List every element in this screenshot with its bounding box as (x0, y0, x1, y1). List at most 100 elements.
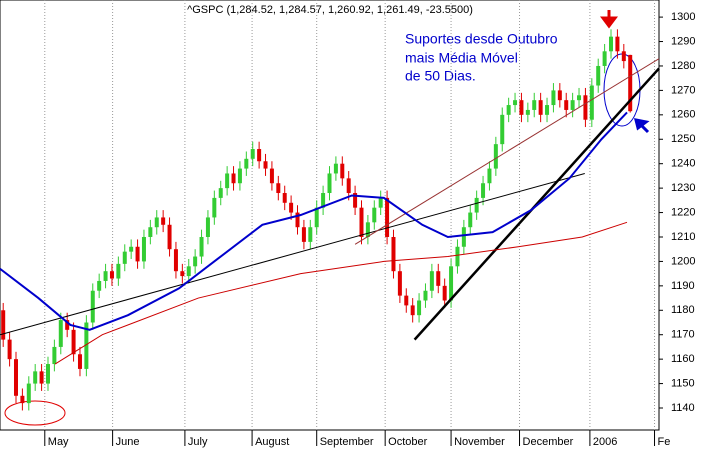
highlight-ellipse (4, 400, 66, 426)
candle-body (180, 271, 185, 277)
candle-body (33, 371, 38, 384)
candle-body (385, 197, 390, 237)
candle-body (103, 271, 108, 281)
candle-body (346, 178, 351, 194)
candle-body (519, 100, 524, 115)
candle-body (391, 236, 396, 272)
x-tick-label: August (255, 436, 289, 448)
y-tick-label: 1270 (671, 84, 695, 96)
candle-body (621, 51, 626, 62)
candle-body (525, 109, 530, 115)
plot-frame (0, 0, 660, 431)
candle-body (116, 263, 121, 279)
candle-body (321, 193, 326, 208)
candle-body (26, 383, 31, 404)
candle-body (506, 105, 511, 115)
candle-body (429, 271, 434, 291)
y-tick-label: 1230 (671, 182, 695, 194)
candle-body (161, 217, 166, 225)
candle-body (237, 168, 242, 184)
candle-body (129, 246, 134, 252)
candle-body (378, 197, 383, 208)
candle-body (148, 227, 153, 237)
candle-body (52, 346, 57, 365)
candle-body (532, 100, 537, 110)
candle-body (308, 227, 313, 242)
candle-body (263, 161, 268, 169)
y-tick-label: 1210 (671, 231, 695, 243)
candle-body (628, 54, 633, 112)
candle-body (557, 90, 562, 101)
candle-body (340, 163, 345, 179)
candle-body (468, 212, 473, 228)
candle-body (493, 144, 498, 169)
candle-body (487, 168, 492, 184)
candle-body (45, 364, 50, 384)
y-tick-label: 1290 (671, 35, 695, 47)
candle-body (225, 173, 230, 189)
x-tick-label: June (116, 436, 140, 448)
candle-body (65, 320, 70, 330)
candle-body (481, 183, 486, 198)
x-tick-label: May (48, 436, 69, 448)
candle-body (250, 149, 255, 159)
y-tick-label: 1180 (671, 304, 695, 316)
y-tick-label: 1250 (671, 133, 695, 145)
annotation: de 50 Dias. (405, 68, 476, 84)
candle-body (564, 100, 569, 110)
candle-body (282, 193, 287, 203)
candle-body (442, 285, 447, 301)
candle-body (135, 246, 140, 262)
moving-average (0, 111, 628, 331)
candle-body (186, 266, 191, 277)
candle-body (167, 224, 172, 250)
candle-body (513, 100, 518, 106)
y-tick-label: 1170 (671, 329, 695, 341)
candle-body (71, 329, 76, 355)
y-tick-label: 1200 (671, 255, 695, 267)
y-tick-label: 1260 (671, 109, 695, 121)
trend-line (413, 67, 660, 341)
candle-body (122, 251, 127, 264)
candle-body (333, 163, 338, 174)
candle-body (577, 95, 582, 101)
candle-body (276, 183, 281, 194)
candle-body (257, 149, 262, 162)
candle-body (90, 290, 95, 323)
candle-body (423, 290, 428, 301)
y-tick-label: 1300 (671, 11, 695, 23)
candle-body (314, 207, 319, 228)
candle-body (583, 95, 588, 120)
candle-body (359, 207, 364, 237)
candle-body (436, 271, 441, 286)
candle-body (602, 51, 607, 66)
candle-body (244, 158, 249, 169)
candle-body (538, 100, 543, 115)
candle-body (77, 354, 82, 369)
candle-body (551, 90, 556, 106)
candle-body (154, 217, 159, 228)
candle-body (570, 100, 575, 110)
candle-body (410, 305, 415, 316)
candle-body (404, 295, 409, 306)
candle-body (449, 266, 454, 301)
y-tick-label: 1140 (671, 402, 695, 414)
candle-body (417, 300, 422, 316)
candle-body (327, 173, 332, 194)
moving-average (54, 221, 628, 365)
candle-body (461, 227, 466, 247)
candle-body (615, 36, 620, 52)
candle-body (596, 65, 601, 86)
candle-body (609, 36, 614, 52)
candle-body (231, 173, 236, 184)
candle-body (500, 114, 505, 145)
candle-body (397, 271, 402, 296)
candle-body (301, 227, 306, 242)
candle-body (205, 217, 210, 237)
chart-title: ^GSPC (1,284.52, 1,284.57, 1,260.92, 1,2… (187, 4, 473, 16)
candle-body (353, 193, 358, 208)
y-tick-label: 1240 (671, 158, 695, 170)
x-tick-label: October (388, 436, 427, 448)
